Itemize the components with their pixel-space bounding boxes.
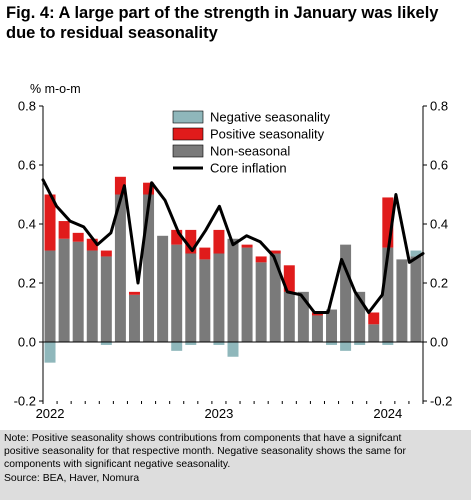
negative-seasonality-bar <box>410 250 422 257</box>
y-tick-label-right: 0.0 <box>430 335 448 350</box>
non-seasonal-bar <box>382 247 394 342</box>
non-seasonal-bar <box>128 294 140 342</box>
positive-seasonality-bar <box>143 182 155 195</box>
non-seasonal-bar <box>326 309 338 342</box>
negative-seasonality-bar <box>44 342 56 363</box>
non-seasonal-bar <box>72 241 84 342</box>
non-seasonal-bar <box>354 291 366 342</box>
legend-label-non-seasonal: Non-seasonal <box>210 144 290 159</box>
non-seasonal-bar <box>86 250 98 342</box>
y-tick-label-right: -0.2 <box>430 394 452 409</box>
y-tick-label-left: 0.2 <box>18 276 36 291</box>
source-line: Source: BEA, Haver, Nomura <box>4 472 140 484</box>
non-seasonal-bar <box>241 247 253 342</box>
core-inflation-line <box>41 178 425 314</box>
positive-seasonality-bar <box>185 229 197 254</box>
positive-seasonality-bar <box>86 238 98 251</box>
negative-seasonality-bar <box>100 342 112 345</box>
non-seasonal-bar <box>213 253 225 342</box>
positive-seasonality-bar <box>44 194 56 251</box>
positive-seasonality-bar <box>114 176 126 195</box>
y-tick-label-left: 0.6 <box>18 158 36 173</box>
positive-seasonality-bar <box>255 256 267 263</box>
negative-seasonality-bar <box>227 342 239 357</box>
non-seasonal-bar <box>185 253 197 342</box>
non-seasonal-bar <box>311 315 323 342</box>
non-seasonal-bar <box>157 235 169 342</box>
non-seasonal-bar <box>297 291 309 342</box>
y-tick-label-right: 0.8 <box>430 99 448 114</box>
positive-seasonality-bar <box>171 229 183 245</box>
non-seasonal-bar <box>255 262 267 342</box>
y-tick-label-right: 0.2 <box>430 276 448 291</box>
note-line: Note: Positive seasonality shows contrib… <box>4 433 402 444</box>
legend-label-negative-seasonality: Negative seasonality <box>210 110 330 125</box>
positive-seasonality-bar <box>283 265 295 292</box>
positive-seasonality-bar <box>382 197 394 248</box>
non-seasonal-bar <box>410 256 422 342</box>
legend-swatch-negative-seasonality <box>172 110 204 124</box>
y-tick-label-left: 0.8 <box>18 99 36 114</box>
legend: Negative seasonality Positive seasonality… <box>172 110 330 176</box>
non-seasonal-bar <box>396 259 408 342</box>
note-line: positive seasonality for that respective… <box>4 446 406 458</box>
core-inflation-layer <box>41 178 425 314</box>
legend-label-core-inflation: Core inflation <box>210 161 287 176</box>
negative-seasonality-bar <box>340 342 352 351</box>
positive-seasonality-bar <box>241 244 253 248</box>
non-seasonal-bar <box>143 194 155 342</box>
chart: % m-o-m 0.8 0.8 0.6 0.6 0.4 0.4 0.2 0.2 0.0 0.0 -0… <box>14 82 453 422</box>
non-seasonal-bar <box>44 250 56 342</box>
non-seasonal-bar <box>269 253 281 342</box>
negative-seasonality-bar <box>171 342 183 351</box>
y-tick-label-right: 0.6 <box>430 158 448 173</box>
note-box: Note: Positive seasonality shows contrib… <box>0 430 471 500</box>
negative-seasonality-bar <box>382 342 394 345</box>
axes: 0.8 0.80.6 0.60.4 0.40.2 0.20.0 0.0-0.2 -0.220… <box>14 99 453 422</box>
x-tick-label: 2024 <box>373 406 402 421</box>
y-tick-label-right: 0.4 <box>430 217 448 232</box>
y-tick-label-left: 0.4 <box>18 217 36 232</box>
negative-seasonality-bar <box>213 342 225 345</box>
negative-seasonality-bar <box>326 342 338 345</box>
positive-seasonality-bar <box>368 312 380 325</box>
non-seasonal-bar <box>283 291 295 342</box>
positive-seasonality-bar <box>213 229 225 254</box>
non-seasonal-bar <box>100 256 112 342</box>
non-seasonal-bar <box>368 324 380 342</box>
y-tick-label-left: 0.0 <box>18 335 36 350</box>
positive-seasonality-bar <box>199 247 211 260</box>
negative-seasonality-bar <box>185 342 197 345</box>
legend-label-positive-seasonality: Positive seasonality <box>210 127 325 142</box>
chart-title: Fig. 4: A large part of the strength in … <box>6 4 439 42</box>
positive-seasonality-bar <box>269 250 281 254</box>
non-seasonal-bar <box>340 244 352 342</box>
non-seasonal-bar <box>114 194 126 342</box>
legend-swatch-non-seasonal <box>172 144 204 158</box>
non-seasonal-bar <box>58 238 70 342</box>
legend-swatch-positive-seasonality <box>172 127 204 141</box>
positive-seasonality-bar <box>128 291 140 295</box>
positive-seasonality-bar <box>58 221 70 239</box>
negative-seasonality-bar <box>354 342 366 345</box>
y-axis-label: % m-o-m <box>30 82 81 96</box>
non-seasonal-bar <box>171 244 183 342</box>
y-tick-label-left: -0.2 <box>14 394 36 409</box>
non-seasonal-bar <box>227 238 239 342</box>
x-tick-label: 2023 <box>204 406 233 421</box>
x-tick-label: 2022 <box>36 406 65 421</box>
positive-seasonality-bar <box>72 232 84 242</box>
positive-seasonality-bar <box>100 250 112 257</box>
bars <box>44 176 422 363</box>
non-seasonal-bar <box>199 259 211 342</box>
note-line: components with significant negative sea… <box>4 459 231 471</box>
